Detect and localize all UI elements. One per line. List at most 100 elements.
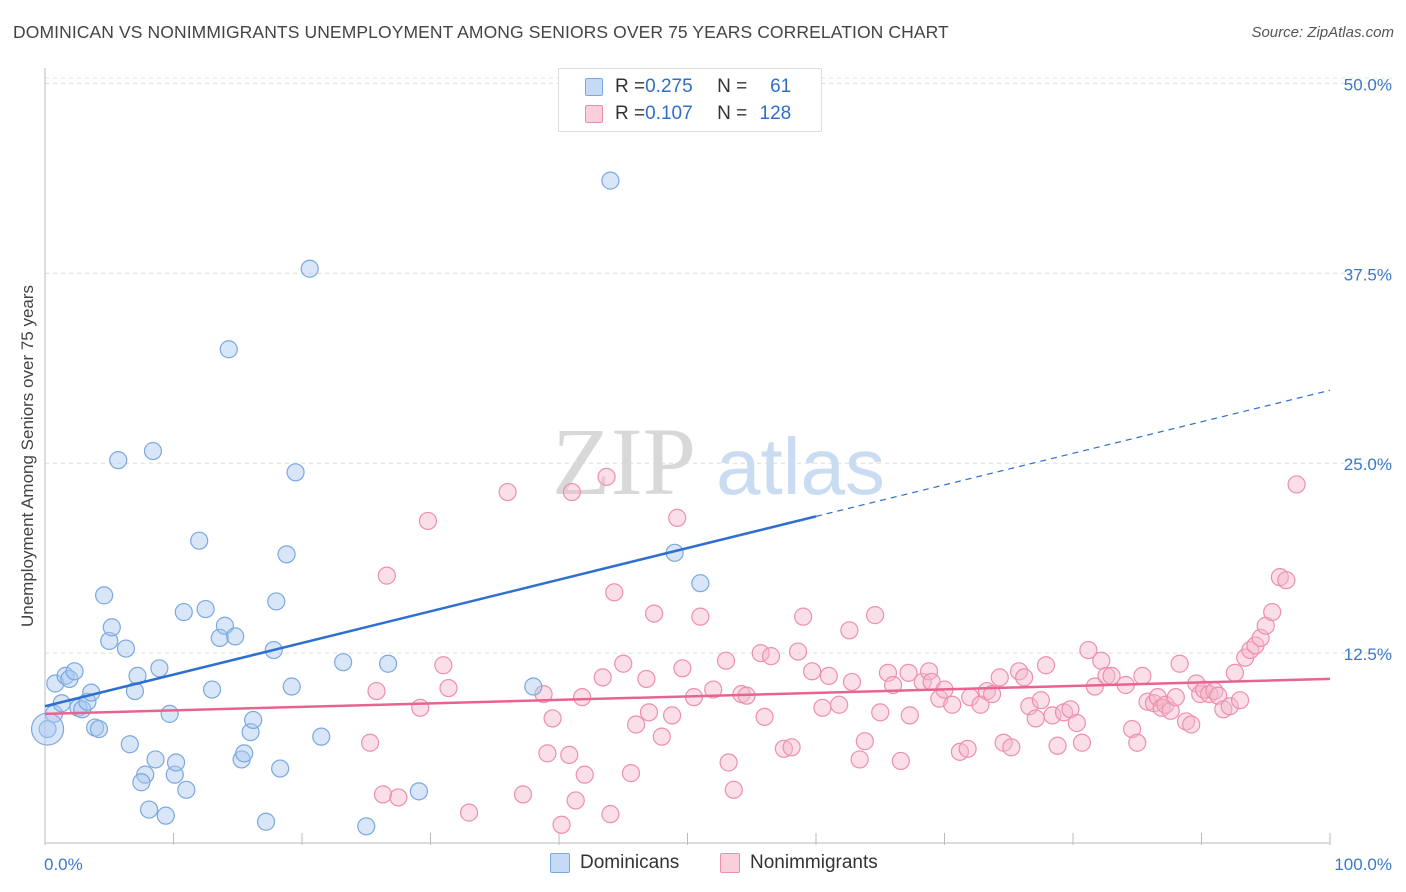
bottom-legend-dominicans: Dominicans bbox=[550, 852, 679, 874]
legend-r-label: R = bbox=[615, 76, 646, 97]
point-dominicans bbox=[282, 677, 301, 696]
point-dominicans bbox=[190, 531, 209, 550]
x-tick-label-min: 0.0% bbox=[44, 855, 83, 874]
bottom-legend-swatch-dominicans bbox=[550, 853, 570, 873]
point-dominicans bbox=[156, 806, 175, 825]
point-nonimmigrants bbox=[593, 668, 612, 687]
point-nonimmigrants bbox=[1176, 712, 1196, 731]
x-tick-labels: 0.0% 100.0% bbox=[44, 855, 1392, 874]
point-nonimmigrants bbox=[614, 654, 633, 673]
y-tick-labels: 12.5% 25.0% 37.5% 50.0% bbox=[1344, 75, 1392, 664]
point-nonimmigrants bbox=[652, 727, 671, 746]
x-tick-label-max: 100.0% bbox=[1334, 855, 1392, 874]
point-nonimmigrants bbox=[673, 659, 692, 678]
point-nonimmigrants bbox=[434, 656, 453, 675]
point-dominicans-large bbox=[30, 712, 65, 746]
y-axis-label: Unemployment Among Seniors over 75 years bbox=[18, 285, 37, 627]
trend-extension-dominicans bbox=[815, 389, 1331, 517]
bottom-legend-nonimmigrants: Nonimmigrants bbox=[720, 852, 878, 874]
point-nonimmigrants bbox=[1166, 688, 1185, 707]
point-nonimmigrants bbox=[1026, 709, 1045, 728]
point-nonimmigrants bbox=[1200, 685, 1219, 704]
point-nonimmigrants bbox=[724, 780, 743, 799]
point-dominicans bbox=[150, 659, 169, 678]
point-nonimmigrants bbox=[850, 750, 869, 769]
point-nonimmigrants bbox=[639, 703, 659, 722]
point-dominicans bbox=[139, 800, 159, 819]
watermark: ZIP atlas bbox=[552, 408, 885, 515]
point-nonimmigrants bbox=[1015, 668, 1034, 687]
point-dominicans bbox=[357, 817, 376, 836]
point-nonimmigrants bbox=[411, 698, 430, 717]
point-nonimmigrants bbox=[1170, 654, 1189, 673]
point-nonimmigrants bbox=[761, 647, 781, 666]
point-nonimmigrants bbox=[1161, 701, 1180, 720]
point-nonimmigrants bbox=[459, 803, 479, 822]
watermark-atlas: atlas bbox=[716, 422, 885, 511]
point-nonimmigrants bbox=[842, 672, 862, 692]
point-nonimmigrants bbox=[1072, 733, 1092, 752]
point-nonimmigrants bbox=[1230, 691, 1250, 710]
point-nonimmigrants bbox=[1148, 688, 1167, 707]
point-nonimmigrants bbox=[1123, 719, 1142, 739]
point-nonimmigrants bbox=[1048, 736, 1067, 755]
bottom-legend-label-dominicans: Dominicans bbox=[580, 852, 680, 873]
grid-lines bbox=[45, 77, 1392, 654]
point-dominicans bbox=[100, 631, 119, 651]
point-dominicans bbox=[244, 710, 263, 730]
bottom-legend: Dominicans Nonimmigrants bbox=[0, 852, 1406, 878]
point-dominicans bbox=[691, 574, 710, 593]
point-nonimmigrants bbox=[1220, 697, 1239, 716]
point-nonimmigrants bbox=[668, 508, 687, 527]
point-nonimmigrants bbox=[1287, 475, 1306, 494]
trend-lines bbox=[44, 389, 1331, 716]
point-nonimmigrants bbox=[691, 607, 710, 626]
point-nonimmigrants bbox=[1133, 666, 1152, 685]
legend-n-value: 61 bbox=[770, 76, 792, 97]
point-dominicans bbox=[601, 171, 620, 190]
point-nonimmigrants bbox=[803, 662, 822, 681]
point-nonimmigrants bbox=[704, 680, 723, 699]
point-nonimmigrants bbox=[373, 785, 393, 804]
point-dominicans bbox=[146, 750, 165, 769]
point-nonimmigrants bbox=[883, 675, 903, 695]
point-nonimmigrants bbox=[990, 668, 1009, 687]
point-dominicans bbox=[177, 780, 196, 799]
point-nonimmigrants bbox=[1182, 715, 1201, 734]
point-nonimmigrants bbox=[573, 688, 592, 707]
point-nonimmigrants bbox=[562, 482, 581, 502]
point-nonimmigrants bbox=[498, 482, 517, 502]
legend-n-label: N = bbox=[717, 76, 748, 97]
point-dominicans bbox=[219, 340, 238, 359]
point-nonimmigrants bbox=[866, 606, 885, 625]
data-points bbox=[30, 171, 1306, 836]
point-dominicans bbox=[334, 653, 353, 672]
point-nonimmigrants bbox=[538, 744, 557, 763]
point-nonimmigrants bbox=[958, 739, 977, 758]
legend-r-value: 0.107 bbox=[645, 103, 693, 124]
point-nonimmigrants bbox=[830, 695, 849, 714]
trend-line-nonimmigrants bbox=[44, 677, 1331, 716]
point-nonimmigrants bbox=[1225, 663, 1245, 682]
point-dominicans bbox=[166, 753, 186, 772]
point-nonimmigrants bbox=[534, 685, 553, 704]
y-tick-label: 50.0% bbox=[1344, 75, 1392, 94]
source-label: Source: ZipAtlas.com bbox=[1251, 24, 1394, 41]
legend-row-dominicans: R = 0.275 N = 61 bbox=[585, 75, 791, 99]
point-nonimmigrants bbox=[755, 707, 774, 727]
point-dominicans bbox=[120, 735, 139, 754]
point-nonimmigrants bbox=[621, 764, 641, 783]
point-nonimmigrants bbox=[543, 709, 562, 728]
point-dominicans bbox=[267, 592, 286, 611]
point-nonimmigrants bbox=[1067, 713, 1086, 733]
point-dominicans bbox=[256, 812, 276, 831]
point-nonimmigrants bbox=[855, 732, 874, 751]
point-nonimmigrants bbox=[1043, 706, 1062, 725]
point-nonimmigrants bbox=[560, 745, 579, 764]
point-dominicans bbox=[46, 674, 65, 693]
legend-swatch-dominicans bbox=[585, 78, 603, 96]
point-dominicans bbox=[132, 773, 151, 792]
point-dominicans bbox=[116, 639, 136, 658]
point-nonimmigrants bbox=[900, 706, 919, 725]
point-nonimmigrants bbox=[819, 666, 838, 685]
